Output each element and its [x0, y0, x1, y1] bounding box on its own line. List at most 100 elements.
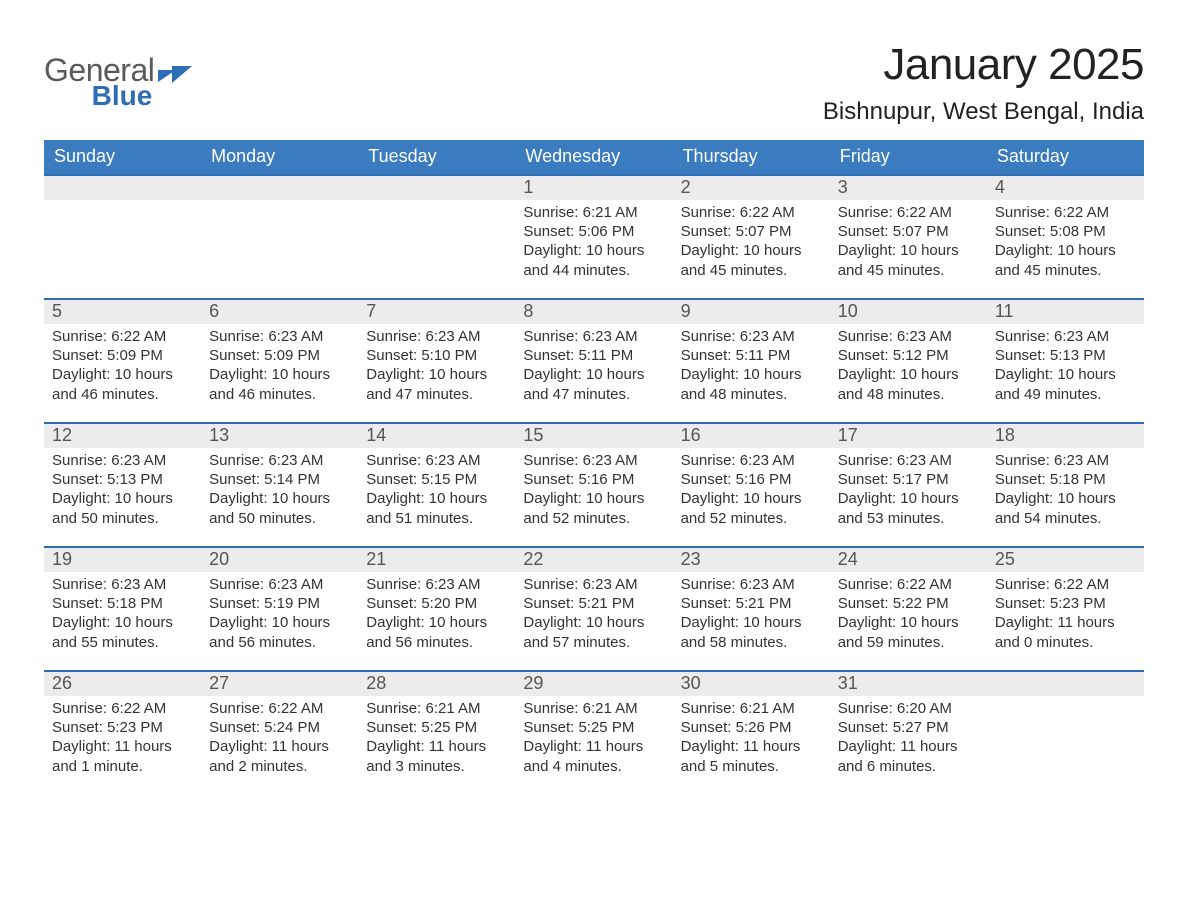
day-details: Sunrise: 6:23 AMSunset: 5:21 PMDaylight:…: [515, 572, 672, 658]
day-number: 3: [830, 176, 987, 200]
sunset-text: Sunset: 5:14 PM: [209, 470, 350, 489]
sunset-text: Sunset: 5:21 PM: [523, 594, 664, 613]
day-details: Sunrise: 6:23 AMSunset: 5:20 PMDaylight:…: [358, 572, 515, 658]
day-details: Sunrise: 6:21 AMSunset: 5:25 PMDaylight:…: [358, 696, 515, 782]
flag-icon: [158, 60, 192, 84]
sunset-text: Sunset: 5:19 PM: [209, 594, 350, 613]
sunrise-text: Sunrise: 6:23 AM: [366, 575, 507, 594]
day-details: Sunrise: 6:22 AMSunset: 5:07 PMDaylight:…: [673, 200, 830, 286]
sunrise-text: Sunrise: 6:23 AM: [681, 327, 822, 346]
daylight-text: Daylight: 10 hours and 44 minutes.: [523, 241, 664, 279]
sunrise-text: Sunrise: 6:22 AM: [52, 327, 193, 346]
day-number: 15: [515, 424, 672, 448]
day-details: Sunrise: 6:23 AMSunset: 5:11 PMDaylight:…: [515, 324, 672, 410]
calendar-cell: 19Sunrise: 6:23 AMSunset: 5:18 PMDayligh…: [44, 547, 201, 671]
sunrise-text: Sunrise: 6:22 AM: [209, 699, 350, 718]
calendar-cell: 4Sunrise: 6:22 AMSunset: 5:08 PMDaylight…: [987, 175, 1144, 299]
calendar-cell: 29Sunrise: 6:21 AMSunset: 5:25 PMDayligh…: [515, 671, 672, 795]
day-number: 5: [44, 300, 201, 324]
calendar-cell: 17Sunrise: 6:23 AMSunset: 5:17 PMDayligh…: [830, 423, 987, 547]
daylight-text: Daylight: 10 hours and 53 minutes.: [838, 489, 979, 527]
day-number: 25: [987, 548, 1144, 572]
day-details: Sunrise: 6:22 AMSunset: 5:24 PMDaylight:…: [201, 696, 358, 782]
sunset-text: Sunset: 5:15 PM: [366, 470, 507, 489]
day-details: Sunrise: 6:23 AMSunset: 5:17 PMDaylight:…: [830, 448, 987, 534]
day-details: Sunrise: 6:23 AMSunset: 5:14 PMDaylight:…: [201, 448, 358, 534]
day-number: 28: [358, 672, 515, 696]
sunset-text: Sunset: 5:20 PM: [366, 594, 507, 613]
week-row: 19Sunrise: 6:23 AMSunset: 5:18 PMDayligh…: [44, 547, 1144, 671]
month-title: January 2025: [823, 40, 1144, 90]
day-details: Sunrise: 6:22 AMSunset: 5:09 PMDaylight:…: [44, 324, 201, 410]
weekday-header: Saturday: [987, 140, 1144, 175]
daylight-text: Daylight: 10 hours and 49 minutes.: [995, 365, 1136, 403]
week-row: 12Sunrise: 6:23 AMSunset: 5:13 PMDayligh…: [44, 423, 1144, 547]
day-number: 26: [44, 672, 201, 696]
sunset-text: Sunset: 5:13 PM: [995, 346, 1136, 365]
day-details: Sunrise: 6:23 AMSunset: 5:19 PMDaylight:…: [201, 572, 358, 658]
calendar-cell: 7Sunrise: 6:23 AMSunset: 5:10 PMDaylight…: [358, 299, 515, 423]
sunrise-text: Sunrise: 6:23 AM: [52, 575, 193, 594]
day-number: 13: [201, 424, 358, 448]
calendar-cell: 8Sunrise: 6:23 AMSunset: 5:11 PMDaylight…: [515, 299, 672, 423]
sunrise-text: Sunrise: 6:23 AM: [681, 575, 822, 594]
sunset-text: Sunset: 5:22 PM: [838, 594, 979, 613]
day-number: 27: [201, 672, 358, 696]
sunrise-text: Sunrise: 6:23 AM: [995, 327, 1136, 346]
day-number: 31: [830, 672, 987, 696]
calendar-cell: 10Sunrise: 6:23 AMSunset: 5:12 PMDayligh…: [830, 299, 987, 423]
day-details: Sunrise: 6:23 AMSunset: 5:13 PMDaylight:…: [987, 324, 1144, 410]
title-block: January 2025 Bishnupur, West Bengal, Ind…: [823, 40, 1144, 126]
day-details: Sunrise: 6:23 AMSunset: 5:09 PMDaylight:…: [201, 324, 358, 410]
calendar-header: SundayMondayTuesdayWednesdayThursdayFrid…: [44, 140, 1144, 175]
day-number: 12: [44, 424, 201, 448]
day-details: Sunrise: 6:23 AMSunset: 5:12 PMDaylight:…: [830, 324, 987, 410]
day-details: Sunrise: 6:22 AMSunset: 5:23 PMDaylight:…: [44, 696, 201, 782]
day-details: Sunrise: 6:21 AMSunset: 5:25 PMDaylight:…: [515, 696, 672, 782]
daylight-text: Daylight: 10 hours and 55 minutes.: [52, 613, 193, 651]
daylight-text: Daylight: 10 hours and 52 minutes.: [523, 489, 664, 527]
sunset-text: Sunset: 5:23 PM: [995, 594, 1136, 613]
day-number: 19: [44, 548, 201, 572]
day-details: Sunrise: 6:23 AMSunset: 5:10 PMDaylight:…: [358, 324, 515, 410]
calendar-cell: 28Sunrise: 6:21 AMSunset: 5:25 PMDayligh…: [358, 671, 515, 795]
header-row: General Blue January 2025 Bishnupur, Wes…: [44, 40, 1144, 126]
sunset-text: Sunset: 5:13 PM: [52, 470, 193, 489]
calendar-table: SundayMondayTuesdayWednesdayThursdayFrid…: [44, 140, 1144, 795]
daylight-text: Daylight: 10 hours and 46 minutes.: [52, 365, 193, 403]
day-number: 24: [830, 548, 987, 572]
daylight-text: Daylight: 10 hours and 57 minutes.: [523, 613, 664, 651]
calendar-cell: 30Sunrise: 6:21 AMSunset: 5:26 PMDayligh…: [673, 671, 830, 795]
calendar-cell: 18Sunrise: 6:23 AMSunset: 5:18 PMDayligh…: [987, 423, 1144, 547]
sunset-text: Sunset: 5:07 PM: [838, 222, 979, 241]
daylight-text: Daylight: 11 hours and 6 minutes.: [838, 737, 979, 775]
weekday-header: Monday: [201, 140, 358, 175]
daylight-text: Daylight: 10 hours and 48 minutes.: [838, 365, 979, 403]
day-details: Sunrise: 6:23 AMSunset: 5:21 PMDaylight:…: [673, 572, 830, 658]
calendar-cell: 1Sunrise: 6:21 AMSunset: 5:06 PMDaylight…: [515, 175, 672, 299]
sunrise-text: Sunrise: 6:22 AM: [995, 575, 1136, 594]
day-details: Sunrise: 6:23 AMSunset: 5:11 PMDaylight:…: [673, 324, 830, 410]
day-number: 1: [515, 176, 672, 200]
calendar-cell: 6Sunrise: 6:23 AMSunset: 5:09 PMDaylight…: [201, 299, 358, 423]
day-number: [201, 176, 358, 200]
daylight-text: Daylight: 11 hours and 0 minutes.: [995, 613, 1136, 651]
day-number: 21: [358, 548, 515, 572]
daylight-text: Daylight: 10 hours and 45 minutes.: [995, 241, 1136, 279]
sunrise-text: Sunrise: 6:21 AM: [681, 699, 822, 718]
sunset-text: Sunset: 5:11 PM: [681, 346, 822, 365]
sunset-text: Sunset: 5:10 PM: [366, 346, 507, 365]
day-details: Sunrise: 6:21 AMSunset: 5:06 PMDaylight:…: [515, 200, 672, 286]
generalblue-logo: General Blue: [44, 40, 192, 110]
daylight-text: Daylight: 11 hours and 1 minute.: [52, 737, 193, 775]
calendar-cell: 27Sunrise: 6:22 AMSunset: 5:24 PMDayligh…: [201, 671, 358, 795]
day-number: [987, 672, 1144, 696]
day-number: 17: [830, 424, 987, 448]
weekday-header: Tuesday: [358, 140, 515, 175]
daylight-text: Daylight: 10 hours and 45 minutes.: [681, 241, 822, 279]
calendar-cell: [44, 175, 201, 299]
calendar-cell: 16Sunrise: 6:23 AMSunset: 5:16 PMDayligh…: [673, 423, 830, 547]
sunrise-text: Sunrise: 6:21 AM: [523, 699, 664, 718]
week-row: 1Sunrise: 6:21 AMSunset: 5:06 PMDaylight…: [44, 175, 1144, 299]
sunset-text: Sunset: 5:06 PM: [523, 222, 664, 241]
